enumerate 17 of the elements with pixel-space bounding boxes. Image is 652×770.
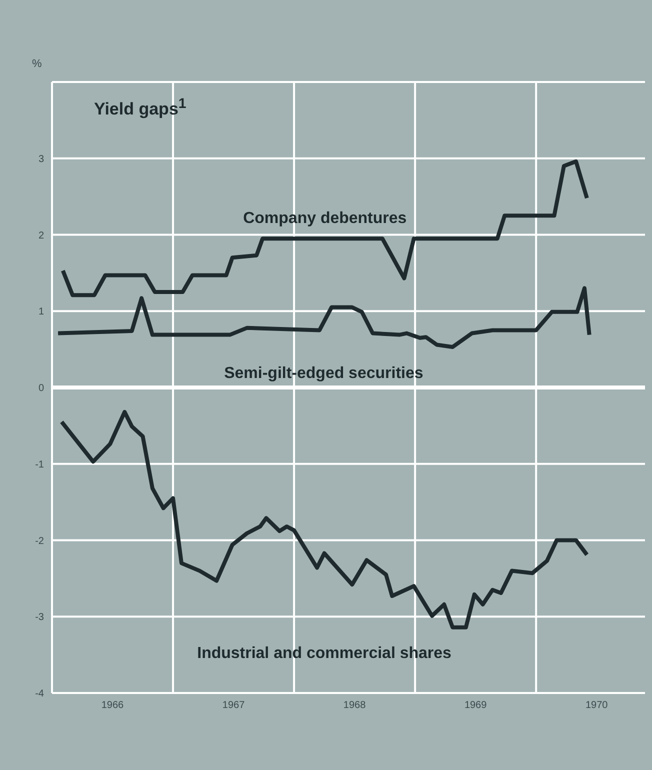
y-axis-title: % bbox=[32, 58, 42, 70]
line-series bbox=[60, 410, 589, 630]
y-tick-label: 3 bbox=[38, 154, 44, 165]
x-tick-label: 1968 bbox=[343, 700, 366, 712]
x-tick-label: 1970 bbox=[585, 700, 608, 712]
y-tick-label: 2 bbox=[38, 230, 44, 242]
x-tick-label: 1967 bbox=[222, 700, 246, 712]
x-tick-label: 1969 bbox=[464, 700, 488, 712]
y-tick-label: 1 bbox=[38, 306, 44, 318]
y-tick-label: 0 bbox=[38, 383, 44, 394]
line-series bbox=[60, 159, 589, 298]
y-tick-label: -4 bbox=[35, 688, 44, 700]
line-series bbox=[56, 286, 592, 350]
y-tick-label: -3 bbox=[35, 612, 44, 624]
x-tick-label: 1966 bbox=[101, 700, 124, 712]
y-tick-label: -1 bbox=[35, 459, 44, 470]
y-tick-label: -2 bbox=[35, 536, 44, 547]
